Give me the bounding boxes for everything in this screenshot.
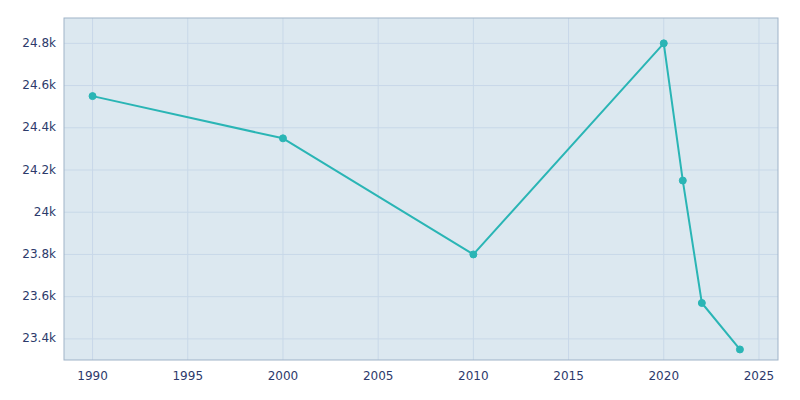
x-grid-line [92, 18, 93, 360]
plot-background [64, 18, 778, 360]
y-tick-label: 23.8k [22, 247, 56, 261]
x-tick-label: 2010 [458, 369, 489, 383]
y-grid-line [64, 338, 778, 339]
y-tick-label: 24.6k [22, 78, 56, 92]
x-tick-label: 2000 [268, 369, 299, 383]
data-point [679, 177, 686, 184]
x-grid-line [187, 18, 188, 360]
x-tick-label: 1990 [77, 369, 108, 383]
x-tick-label: 2015 [553, 369, 584, 383]
x-tick-label: 2025 [744, 369, 775, 383]
x-tick-label: 2005 [363, 369, 394, 383]
y-grid-line [64, 212, 778, 213]
y-grid-line [64, 43, 778, 44]
x-grid-line [282, 18, 283, 360]
y-grid-line [64, 254, 778, 255]
x-grid-line [663, 18, 664, 360]
tick-labels: 23.4k 23.6k 23.8k 24k 24.2k 24.4k 24.6k 24.8k 19… [22, 36, 774, 383]
x-tick-label: 2020 [648, 369, 679, 383]
x-grid-line [473, 18, 474, 360]
y-tick-label: 23.6k [22, 289, 56, 303]
x-tick-label: 1995 [172, 369, 203, 383]
data-point [736, 346, 743, 353]
data-point [279, 135, 286, 142]
data-line [93, 43, 740, 349]
x-grid-line [568, 18, 569, 360]
y-tick-label: 23.4k [22, 331, 56, 345]
grid [64, 18, 778, 360]
y-grid-line [64, 127, 778, 128]
data-point [660, 40, 667, 47]
x-grid-line [378, 18, 379, 360]
chart-svg: 23.4k 23.6k 23.8k 24k 24.2k 24.4k 24.6k 24.8k 19… [0, 0, 800, 400]
data-point [89, 93, 96, 100]
data-group [89, 40, 743, 353]
x-grid-line [758, 18, 759, 360]
data-point [698, 300, 705, 307]
y-tick-label: 24.8k [22, 36, 56, 50]
y-tick-label: 24.4k [22, 120, 56, 134]
y-tick-label: 24.2k [22, 163, 56, 177]
plot-frame [64, 18, 778, 360]
y-grid-line [64, 296, 778, 297]
data-point [470, 251, 477, 258]
y-grid-line [64, 170, 778, 171]
y-tick-label: 24k [34, 205, 56, 219]
chart-container: 23.4k 23.6k 23.8k 24k 24.2k 24.4k 24.6k 24.8k 19… [0, 0, 800, 400]
y-grid-line [64, 85, 778, 86]
